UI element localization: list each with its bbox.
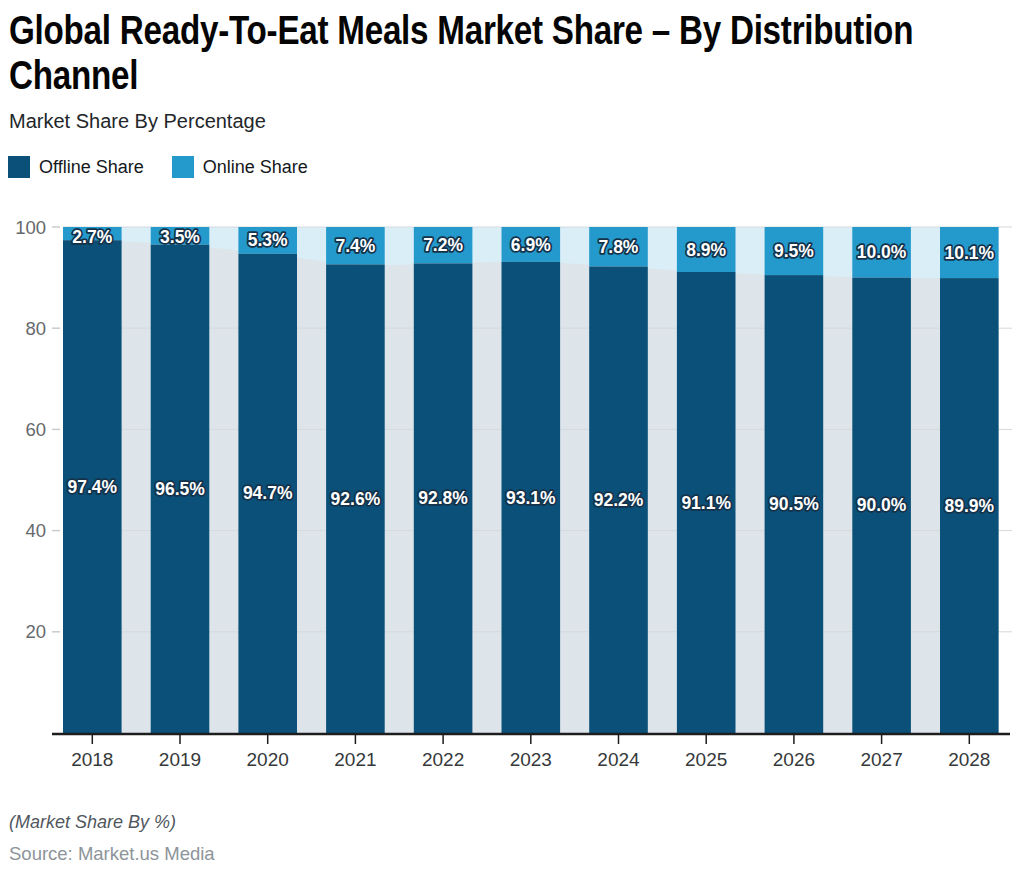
label-online-2020: 5.3% [248,230,288,250]
label-online-2028: 10.1% [944,243,994,263]
label-offline-2019: 96.5% [155,479,205,499]
label-online-2024: 7.8% [599,237,639,257]
label-offline-2023: 93.1% [506,488,556,508]
y-axis-label: 100 [15,217,46,238]
label-online-2023: 6.9% [511,235,551,255]
x-axis-label: 2025 [685,749,727,770]
x-axis-label: 2023 [510,749,552,770]
y-axis-label: 40 [25,520,46,541]
label-online-2019: 3.5% [160,227,200,247]
x-axis-label: 2021 [334,749,376,770]
chart-page: Global Ready-To-Eat Meals Market Share –… [0,0,1023,875]
label-online-2022: 7.2% [423,235,463,255]
label-online-2025: 8.9% [686,240,726,260]
label-offline-2026: 90.5% [769,494,819,514]
x-axis-label: 2019 [159,749,201,770]
label-offline-2018: 97.4% [67,477,117,497]
label-offline-2022: 92.8% [418,488,468,508]
label-online-2018: 2.7% [72,227,112,247]
footer-source: Source: Market.us Media [9,843,215,865]
x-axis-label: 2020 [247,749,289,770]
label-offline-2024: 92.2% [594,490,644,510]
label-offline-2021: 92.6% [331,489,381,509]
y-axis-label: 80 [25,318,46,339]
label-online-2026: 9.5% [774,241,814,261]
label-online-2021: 7.4% [335,236,375,256]
y-axis-label: 20 [25,621,46,642]
label-offline-2028: 89.9% [944,496,994,516]
stacked-bar-chart-canvas: 2040608010020182019202020212022202320242… [0,0,1023,875]
x-axis-label: 2022 [422,749,464,770]
label-offline-2020: 94.7% [243,483,293,503]
y-axis-label: 60 [25,419,46,440]
x-axis-label: 2026 [773,749,815,770]
x-axis-label: 2028 [948,749,990,770]
label-offline-2027: 90.0% [857,495,907,515]
x-axis-label: 2027 [860,749,902,770]
footer-note: (Market Share By %) [9,812,176,833]
x-axis: 2018 2019 2020 2021 2022 2023 2024 2025 2026 2027… [52,734,1010,770]
x-axis-label: 2018 [71,749,113,770]
label-online-2027: 10.0% [857,242,907,262]
label-offline-2025: 91.1% [681,493,731,513]
x-axis-label: 2024 [597,749,640,770]
